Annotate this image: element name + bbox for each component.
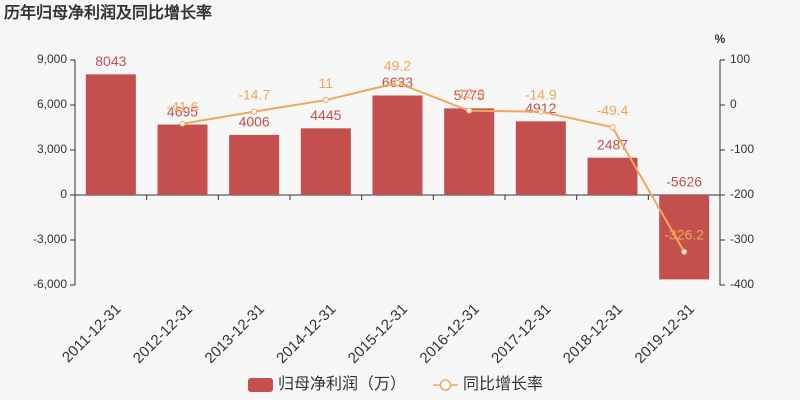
line-value-label: -41.6 [167, 98, 199, 114]
line-point [466, 107, 473, 114]
bar [300, 128, 351, 195]
line-value-label: 11 [319, 75, 334, 91]
line-value-label: -14.7 [238, 86, 270, 102]
line-point [681, 248, 688, 255]
line-point [251, 108, 258, 115]
bar [372, 95, 423, 195]
bar [229, 134, 280, 195]
y-tick-label: 6,000 [37, 97, 67, 111]
x-tick-label: 2017-12-31 [488, 301, 554, 367]
y2-tick-label: 0 [730, 97, 737, 111]
legend-swatch [439, 379, 452, 391]
x-tick-label: 2013-12-31 [202, 301, 268, 367]
x-tick-label: 2018-12-31 [560, 301, 626, 367]
bar [85, 74, 136, 195]
y2-tick-label: -200 [730, 187, 754, 201]
bar-value-label: 4006 [239, 114, 270, 130]
x-tick-label: 2014-12-31 [273, 301, 339, 367]
line-point [537, 108, 544, 115]
x-tick-label: 2012-12-31 [130, 301, 196, 367]
bar [659, 195, 710, 280]
y2-tick-label: -400 [730, 277, 754, 291]
x-tick-label: 2011-12-31 [59, 301, 124, 366]
x-tick-label: 2016-12-31 [417, 301, 483, 367]
line-point [322, 97, 329, 104]
y2-tick-label: -300 [730, 232, 754, 246]
bar [444, 108, 495, 195]
y-tick-label: 0 [60, 187, 67, 201]
x-tick-label: 2019-12-31 [632, 301, 698, 367]
line-value-label: -326.2 [664, 226, 704, 242]
y-tick-label: 3,000 [37, 142, 67, 156]
bar-value-label: 5775 [454, 87, 485, 103]
line-point [394, 79, 401, 86]
legend-label: 归母净利润（万） [278, 375, 406, 393]
legend-label: 同比增长率 [463, 375, 543, 393]
bar [587, 157, 638, 195]
x-tick-label: 2015-12-31 [345, 301, 411, 367]
line-value-label: -49.4 [597, 102, 629, 118]
y2-axis-label: % [715, 32, 726, 46]
bar-value-label: -5626 [666, 174, 702, 190]
bar-value-label: 4695 [167, 103, 198, 119]
y-tick-label: -6,000 [33, 277, 67, 291]
line-value-label: 49.2 [384, 58, 411, 74]
y-tick-label: 9,000 [37, 52, 67, 66]
legend-swatch [248, 378, 273, 392]
line-value-label: -14.9 [525, 86, 557, 102]
y-tick-label: -3,000 [33, 232, 67, 246]
line-point [179, 120, 186, 127]
bar-value-label: 4445 [310, 107, 341, 123]
bar [515, 121, 566, 195]
y2-tick-label: -100 [730, 142, 754, 156]
y2-tick-label: 100 [730, 52, 750, 66]
line [182, 81, 686, 253]
line-point [609, 124, 616, 131]
bar [157, 124, 208, 195]
bar-value-label: 8043 [95, 53, 126, 69]
bar-value-label: 2487 [597, 136, 628, 152]
chart-title: 历年归母净利润及同比增长率 [4, 3, 212, 22]
line-value-label: -12.9 [453, 86, 485, 102]
